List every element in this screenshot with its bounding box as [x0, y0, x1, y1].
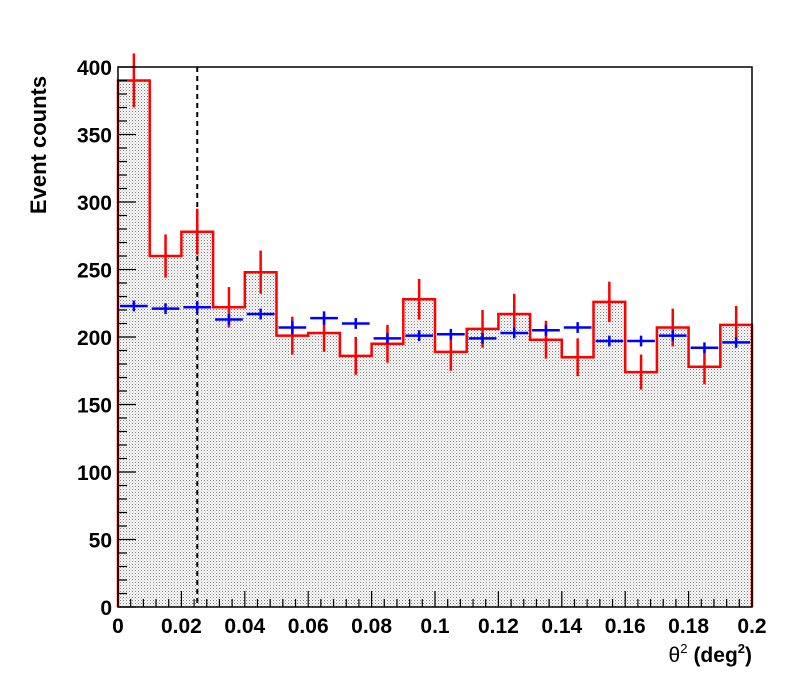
x-axis-label-unit-open: (deg [693, 644, 737, 667]
y-tick-label: 400 [77, 57, 112, 80]
x-tick-label: 0.16 [605, 615, 646, 638]
x-tick-label: 0.14 [541, 615, 582, 638]
x-axis-label-theta: θ [669, 644, 681, 667]
y-tick-label: 0 [100, 597, 112, 620]
y-tick-label: 50 [89, 530, 112, 553]
x-tick-label: 0.08 [351, 615, 392, 638]
y-tick-label: 350 [77, 125, 112, 148]
x-axis-ticks: 0 0.02 0.04 0.06 0.08 0.1 0.12 0.14 0.16 0.18 0.2 [112, 591, 767, 638]
x-tick-label: 0 [112, 615, 124, 638]
y-tick-label: 250 [77, 260, 112, 283]
y-tick-label: 150 [77, 395, 112, 418]
red-histogram-outline [116, 79, 754, 607]
y-tick-label: 100 [77, 462, 112, 485]
y-tick-label: 300 [77, 192, 112, 215]
blue-points-layer [120, 300, 750, 354]
x-tick-label: 0.04 [224, 615, 265, 638]
x-axis-label-unit-sup: 2 [738, 641, 745, 656]
x-tick-label: 0.2 [737, 615, 766, 638]
x-tick-label: 0.18 [668, 615, 709, 638]
x-axis-label: θ2 (deg2) [669, 641, 752, 667]
y-axis-ticks: 0 50 100 150 200 250 300 350 400 [77, 57, 136, 620]
y-axis-label: Event counts [26, 76, 51, 214]
x-tick-label: 0.1 [420, 615, 450, 638]
x-tick-label: 0.12 [478, 615, 519, 638]
x-axis-label-unit-close: ) [745, 644, 752, 667]
x-tick-label: 0.06 [288, 615, 329, 638]
y-tick-label: 200 [77, 327, 112, 350]
x-tick-label: 0.02 [161, 615, 202, 638]
x-axis-label-theta-sup: 2 [680, 641, 687, 656]
